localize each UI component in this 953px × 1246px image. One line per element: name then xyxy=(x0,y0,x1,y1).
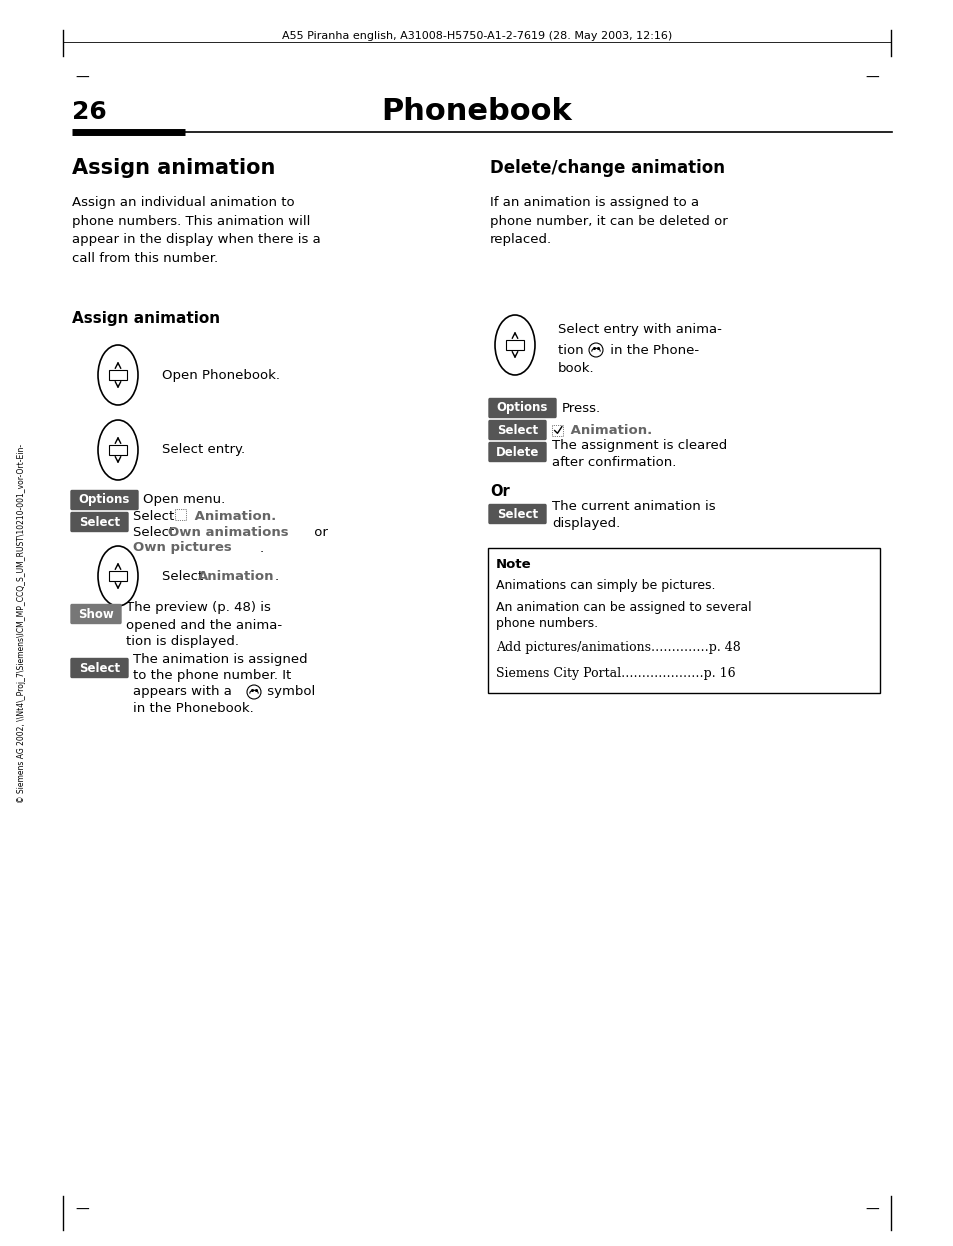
Text: The assignment is cleared: The assignment is cleared xyxy=(552,439,726,451)
Text: Open menu.: Open menu. xyxy=(143,493,225,507)
Text: —: — xyxy=(864,1202,878,1217)
FancyBboxPatch shape xyxy=(552,425,563,436)
FancyBboxPatch shape xyxy=(109,370,127,380)
Text: Add pictures/animations‥‥‥‥‥‥‥p. 48: Add pictures/animations‥‥‥‥‥‥‥p. 48 xyxy=(496,642,740,654)
Text: Note: Note xyxy=(496,557,531,571)
Text: displayed.: displayed. xyxy=(552,517,619,531)
Text: Assign animation: Assign animation xyxy=(71,310,220,325)
FancyBboxPatch shape xyxy=(489,420,545,440)
Text: Select: Select xyxy=(132,510,178,522)
Text: An animation can be assigned to several: An animation can be assigned to several xyxy=(496,602,751,614)
Text: Show: Show xyxy=(78,608,113,621)
Text: in the Phone-: in the Phone- xyxy=(605,344,699,356)
FancyBboxPatch shape xyxy=(71,491,138,510)
Text: Open Phonebook.: Open Phonebook. xyxy=(162,369,280,381)
Text: Own pictures: Own pictures xyxy=(132,542,232,554)
Text: in the Phonebook.: in the Phonebook. xyxy=(132,701,253,714)
FancyBboxPatch shape xyxy=(489,442,545,461)
Text: Or: Or xyxy=(490,485,509,500)
Text: Select: Select xyxy=(79,516,120,528)
Text: 26: 26 xyxy=(71,100,107,125)
Text: appears with a: appears with a xyxy=(132,685,236,699)
Ellipse shape xyxy=(495,315,535,375)
Text: Options: Options xyxy=(79,493,130,507)
Text: Animation.: Animation. xyxy=(190,510,276,522)
Text: A55 Piranha english, A31008-H5750-A1-2-7619 (28. May 2003, 12:16): A55 Piranha english, A31008-H5750-A1-2-7… xyxy=(281,31,672,41)
Text: Siemens City Portal‥‥‥‥‥‥‥‥‥‥p. 16: Siemens City Portal‥‥‥‥‥‥‥‥‥‥p. 16 xyxy=(496,668,735,680)
Text: —: — xyxy=(75,71,89,85)
Circle shape xyxy=(588,343,602,358)
Text: tion is displayed.: tion is displayed. xyxy=(126,634,239,648)
FancyBboxPatch shape xyxy=(505,340,523,350)
Text: symbol: symbol xyxy=(263,685,314,699)
Text: Assign animation: Assign animation xyxy=(71,158,275,178)
Text: Delete/change animation: Delete/change animation xyxy=(490,159,724,177)
Text: after confirmation.: after confirmation. xyxy=(552,456,676,468)
Text: opened and the anima-: opened and the anima- xyxy=(126,618,282,632)
FancyBboxPatch shape xyxy=(71,658,128,678)
Text: —: — xyxy=(864,71,878,85)
Text: or: or xyxy=(310,527,328,540)
Text: Select: Select xyxy=(162,569,208,582)
Text: The animation is assigned: The animation is assigned xyxy=(132,653,307,667)
FancyBboxPatch shape xyxy=(71,512,128,532)
Text: Options: Options xyxy=(497,401,548,415)
FancyBboxPatch shape xyxy=(174,510,186,520)
Text: Animations can simply be pictures.: Animations can simply be pictures. xyxy=(496,579,715,593)
Text: .: . xyxy=(274,569,279,582)
Text: .: . xyxy=(260,542,264,554)
Text: Select entry.: Select entry. xyxy=(162,444,245,456)
FancyBboxPatch shape xyxy=(488,548,879,693)
Text: Phonebook: Phonebook xyxy=(381,97,572,127)
Text: tion: tion xyxy=(558,344,587,356)
Text: Animation.: Animation. xyxy=(565,424,652,436)
FancyBboxPatch shape xyxy=(489,505,545,523)
Circle shape xyxy=(247,685,261,699)
Ellipse shape xyxy=(98,345,138,405)
Text: If an animation is assigned to a
phone number, it can be deleted or
replaced.: If an animation is assigned to a phone n… xyxy=(490,196,727,245)
Text: Press.: Press. xyxy=(561,401,600,415)
Text: © Siemens AG 2002, \\Nt4\_Proj_7\Siemens\ICM_MP_CCQ_S_UM_RUST\10210-001_vor-Ort-: © Siemens AG 2002, \\Nt4\_Proj_7\Siemens… xyxy=(17,444,27,802)
Text: book.: book. xyxy=(558,361,594,375)
FancyBboxPatch shape xyxy=(71,604,121,623)
Text: Select: Select xyxy=(497,424,537,436)
Text: Select: Select xyxy=(497,507,537,521)
Text: Select: Select xyxy=(79,662,120,674)
Ellipse shape xyxy=(98,546,138,606)
Text: Animation: Animation xyxy=(198,569,274,582)
Text: Delete: Delete xyxy=(496,446,538,459)
Text: to the phone number. It: to the phone number. It xyxy=(132,669,291,683)
Text: Select: Select xyxy=(132,527,178,540)
Text: Own animations: Own animations xyxy=(168,527,289,540)
Ellipse shape xyxy=(98,420,138,480)
FancyBboxPatch shape xyxy=(109,571,127,582)
Text: Assign an individual animation to
phone numbers. This animation will
appear in t: Assign an individual animation to phone … xyxy=(71,196,320,264)
FancyBboxPatch shape xyxy=(109,445,127,455)
Text: phone numbers.: phone numbers. xyxy=(496,618,598,630)
Text: The current animation is: The current animation is xyxy=(552,501,715,513)
Text: Select entry with anima-: Select entry with anima- xyxy=(558,324,721,336)
Text: —: — xyxy=(75,1202,89,1217)
Text: The preview (p. 48) is: The preview (p. 48) is xyxy=(126,602,271,614)
FancyBboxPatch shape xyxy=(489,399,556,417)
